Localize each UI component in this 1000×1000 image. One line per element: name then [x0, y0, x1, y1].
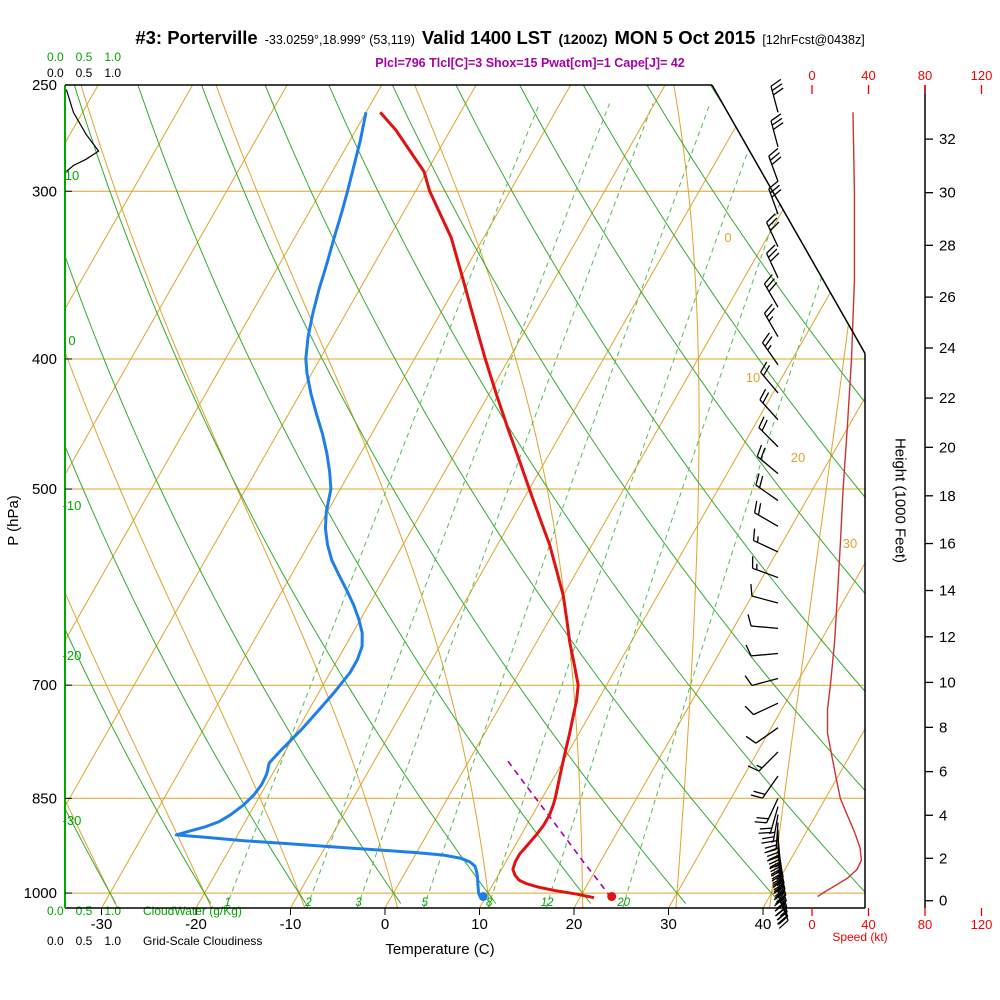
cloudwater-tick: 0.0: [47, 50, 64, 64]
cloudiness-scale-bottom: 0.0 0.5 1.0 Grid-Scale Cloudiness: [47, 934, 262, 948]
svg-text:40: 40: [755, 916, 772, 933]
svg-text:24: 24: [939, 340, 956, 357]
svg-text:5: 5: [422, 897, 429, 909]
svg-text:28: 28: [939, 237, 956, 254]
svg-text:10: 10: [471, 916, 488, 933]
valid-date: MON 5 Oct 2015: [614, 27, 756, 48]
svg-text:120: 120: [971, 68, 993, 83]
plot-frame: [65, 84, 866, 909]
cloudiness-tick: 1.0: [104, 934, 121, 948]
cloudwater-tick: 1.0: [104, 50, 121, 64]
svg-text:120: 120: [971, 917, 993, 932]
svg-text:-30: -30: [63, 813, 82, 828]
svg-text:0: 0: [381, 916, 389, 933]
parcel-path: [506, 759, 612, 899]
svg-text:700: 700: [32, 677, 57, 694]
svg-text:6: 6: [939, 764, 947, 781]
svg-text:40: 40: [861, 917, 875, 932]
zulu-time: (1200Z): [558, 31, 608, 47]
cloudiness-tick: 0.5: [75, 934, 93, 948]
svg-text:10: 10: [939, 674, 956, 691]
svg-text:26: 26: [939, 289, 956, 306]
svg-text:8: 8: [939, 719, 947, 736]
svg-text:1: 1: [224, 897, 230, 909]
svg-text:20: 20: [616, 897, 630, 909]
svg-text:0: 0: [808, 917, 815, 932]
svg-text:20: 20: [791, 450, 805, 465]
svg-text:2: 2: [939, 850, 947, 867]
cloudwater-tick: 0.0: [47, 904, 64, 918]
forecast-tag: [12hrFcst@0438z]: [762, 33, 865, 47]
svg-text:30: 30: [843, 536, 857, 551]
svg-text:400: 400: [32, 351, 57, 368]
svg-text:-10: -10: [280, 916, 302, 933]
svg-text:500: 500: [32, 481, 57, 498]
surface-dewpoint-dot: [478, 892, 488, 902]
valid-time: Valid 1400 LST: [421, 27, 552, 48]
svg-text:80: 80: [918, 68, 932, 83]
sounding-profiles: [65, 89, 612, 900]
stability-indices-line: Plcl=796 Tlcl[C]=3 Shox=15 Pwat[cm]=1 Ca…: [375, 56, 685, 70]
cloudiness-axis-label: Grid-Scale Cloudiness: [143, 934, 263, 948]
cloudiness-tick: 0.5: [75, 66, 93, 80]
station-name: #3: Porterville: [135, 27, 258, 48]
svg-text:850: 850: [32, 790, 57, 807]
svg-text:14: 14: [939, 583, 956, 600]
svg-text:0: 0: [68, 333, 75, 348]
cloudwater-tick: 0.5: [75, 50, 93, 64]
svg-text:18: 18: [939, 488, 956, 505]
cloudiness-tick: 0.0: [47, 934, 64, 948]
svg-text:10: 10: [65, 168, 79, 183]
svg-text:10: 10: [746, 370, 760, 385]
chart-title: #3: Porterville -33.0259°,18.999° (53,11…: [0, 27, 1000, 49]
svg-text:40: 40: [861, 68, 875, 83]
svg-text:0: 0: [724, 230, 731, 245]
cloudiness-profile: [65, 89, 100, 172]
station-coords: -33.0259°,18.999° (53,119): [264, 33, 415, 47]
svg-text:32: 32: [939, 131, 956, 148]
svg-text:16: 16: [939, 536, 956, 553]
svg-text:22: 22: [939, 390, 956, 407]
temperature-axis-label: Temperature (C): [385, 941, 495, 958]
svg-text:12: 12: [541, 897, 554, 909]
svg-text:8: 8: [486, 897, 493, 909]
svg-text:0: 0: [939, 893, 947, 910]
cloudiness-scale-top: 0.0 0.5 1.0: [47, 66, 121, 80]
svg-text:30: 30: [660, 916, 677, 933]
svg-text:20: 20: [566, 916, 583, 933]
svg-text:4: 4: [939, 807, 947, 824]
svg-text:80: 80: [918, 917, 932, 932]
svg-text:30: 30: [939, 185, 956, 202]
svg-text:-10: -10: [63, 498, 82, 513]
svg-text:-20: -20: [63, 648, 82, 663]
svg-text:20: 20: [939, 439, 956, 456]
temperature-profile: [379, 111, 595, 900]
surface-temp-dot: [607, 892, 617, 902]
wind-speed-profile: [817, 112, 863, 898]
svg-text:300: 300: [32, 183, 57, 200]
wind-barbs: [744, 78, 789, 929]
svg-text:2: 2: [304, 897, 312, 909]
svg-text:3: 3: [355, 897, 362, 909]
dewpoint-profile: [174, 112, 482, 899]
grid-lines: [65, 85, 865, 908]
speed-axis-label: Speed (kt): [832, 930, 888, 944]
svg-text:1000: 1000: [24, 885, 57, 902]
svg-text:12: 12: [939, 629, 956, 646]
svg-text:-20: -20: [185, 916, 207, 933]
svg-text:-30: -30: [91, 916, 113, 933]
cloudiness-tick: 1.0: [104, 66, 121, 80]
cloudwater-scale-top: 0.0 0.5 1.0: [47, 50, 121, 64]
cloudiness-tick: 0.0: [47, 66, 64, 80]
svg-text:0: 0: [808, 68, 815, 83]
svg-text:250: 250: [32, 77, 57, 94]
